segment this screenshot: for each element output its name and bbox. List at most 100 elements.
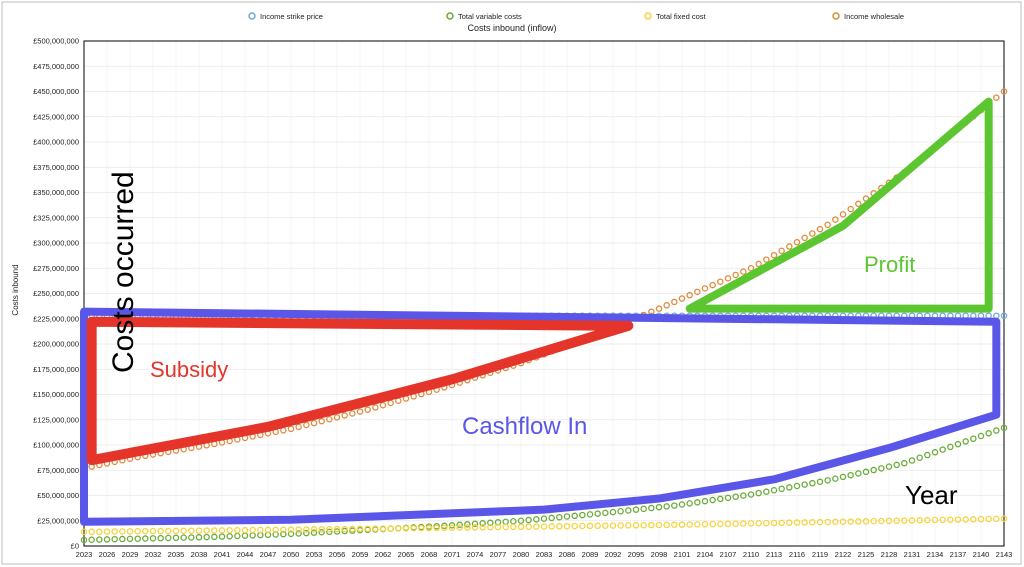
data-point xyxy=(387,399,394,407)
data-point xyxy=(701,520,709,528)
data-point xyxy=(203,533,210,541)
data-point xyxy=(456,524,463,531)
data-point xyxy=(372,404,379,411)
data-point xyxy=(188,534,195,541)
data-point xyxy=(579,511,586,519)
data-point xyxy=(678,521,686,528)
legend-item-total-variable-costs: Total variable costs xyxy=(446,12,522,21)
data-point xyxy=(471,520,479,528)
data-point xyxy=(755,489,762,497)
data-point xyxy=(341,525,348,533)
data-point xyxy=(717,278,724,285)
data-point xyxy=(149,535,157,542)
data-point xyxy=(295,423,302,431)
data-point xyxy=(487,523,494,531)
data-point xyxy=(1000,424,1008,432)
data-point xyxy=(839,518,847,525)
data-point xyxy=(678,295,686,302)
data-point xyxy=(755,519,762,527)
data-point xyxy=(379,401,387,409)
data-point xyxy=(694,521,701,528)
data-point xyxy=(655,503,663,511)
data-point xyxy=(816,478,824,486)
data-point xyxy=(188,527,195,534)
data-point xyxy=(701,497,709,505)
data-point xyxy=(464,524,471,531)
data-point xyxy=(287,425,295,433)
x-tick-label: 2137 xyxy=(950,550,967,559)
data-point xyxy=(617,508,624,515)
data-point xyxy=(724,275,732,282)
data-point xyxy=(234,526,241,534)
data-point xyxy=(724,494,732,502)
legend-item-income-strike-price: Income strike price xyxy=(248,12,323,21)
data-point xyxy=(778,485,785,493)
grid xyxy=(83,40,1005,547)
data-point xyxy=(855,200,862,208)
data-point xyxy=(165,534,172,542)
data-point xyxy=(724,520,732,528)
x-tick-label: 2065 xyxy=(398,550,415,559)
data-point xyxy=(832,518,839,526)
y-tick-label: £225,000,000 xyxy=(33,314,79,323)
data-point xyxy=(916,517,923,524)
data-point xyxy=(556,513,563,521)
legend-label: Income wholesale xyxy=(844,12,904,21)
data-point xyxy=(318,526,325,533)
data-point xyxy=(1000,312,1008,319)
data-point xyxy=(310,529,318,536)
x-tick-label: 2104 xyxy=(697,550,714,559)
data-point xyxy=(686,500,693,507)
data-point xyxy=(901,459,908,467)
legend: Income strike price Total variable costs… xyxy=(248,12,904,21)
x-tick-label: 2044 xyxy=(237,550,254,559)
data-point xyxy=(625,507,632,514)
data-point xyxy=(364,525,371,533)
data-point xyxy=(195,534,203,541)
data-point xyxy=(947,516,954,523)
data-point xyxy=(303,526,310,533)
x-tick-label: 2134 xyxy=(927,550,944,559)
x-tick-label: 2119 xyxy=(812,550,828,559)
data-point xyxy=(870,517,877,525)
data-point xyxy=(96,536,103,543)
data-point xyxy=(947,443,954,451)
data-point xyxy=(809,479,816,487)
x-tick-label: 2083 xyxy=(536,550,553,559)
data-point xyxy=(586,511,594,518)
series-total-fixed-cost xyxy=(80,515,1008,536)
x-tick-label: 2032 xyxy=(145,550,162,559)
x-tick-label: 2026 xyxy=(99,550,116,559)
data-point xyxy=(425,524,433,532)
data-point xyxy=(763,519,770,527)
data-point xyxy=(387,525,394,532)
data-point xyxy=(901,517,908,524)
data-point xyxy=(326,528,333,536)
data-point xyxy=(740,268,747,275)
data-point xyxy=(533,516,540,523)
data-point xyxy=(264,526,272,534)
data-point xyxy=(747,520,755,527)
legend-marker xyxy=(832,12,840,20)
data-point xyxy=(134,535,141,542)
x-tick-label: 2053 xyxy=(306,550,323,559)
data-point xyxy=(1000,515,1008,522)
data-point xyxy=(801,519,808,526)
data-point xyxy=(119,528,126,535)
overlay-subsidy xyxy=(86,316,634,466)
data-point xyxy=(878,517,885,525)
data-point xyxy=(931,449,939,456)
data-point xyxy=(686,521,693,528)
data-point xyxy=(832,475,839,482)
data-point xyxy=(970,516,977,523)
data-point xyxy=(793,238,801,246)
data-point xyxy=(640,505,647,513)
chart-title: Costs inbound (inflow) xyxy=(467,23,556,33)
y-tick-label: £25,000,000 xyxy=(37,516,79,525)
data-point xyxy=(119,535,126,543)
data-point xyxy=(655,305,663,312)
data-point xyxy=(211,527,218,534)
x-tick-label: 2092 xyxy=(605,550,622,559)
x-tick-label: 2128 xyxy=(881,550,898,559)
data-point xyxy=(510,523,517,531)
